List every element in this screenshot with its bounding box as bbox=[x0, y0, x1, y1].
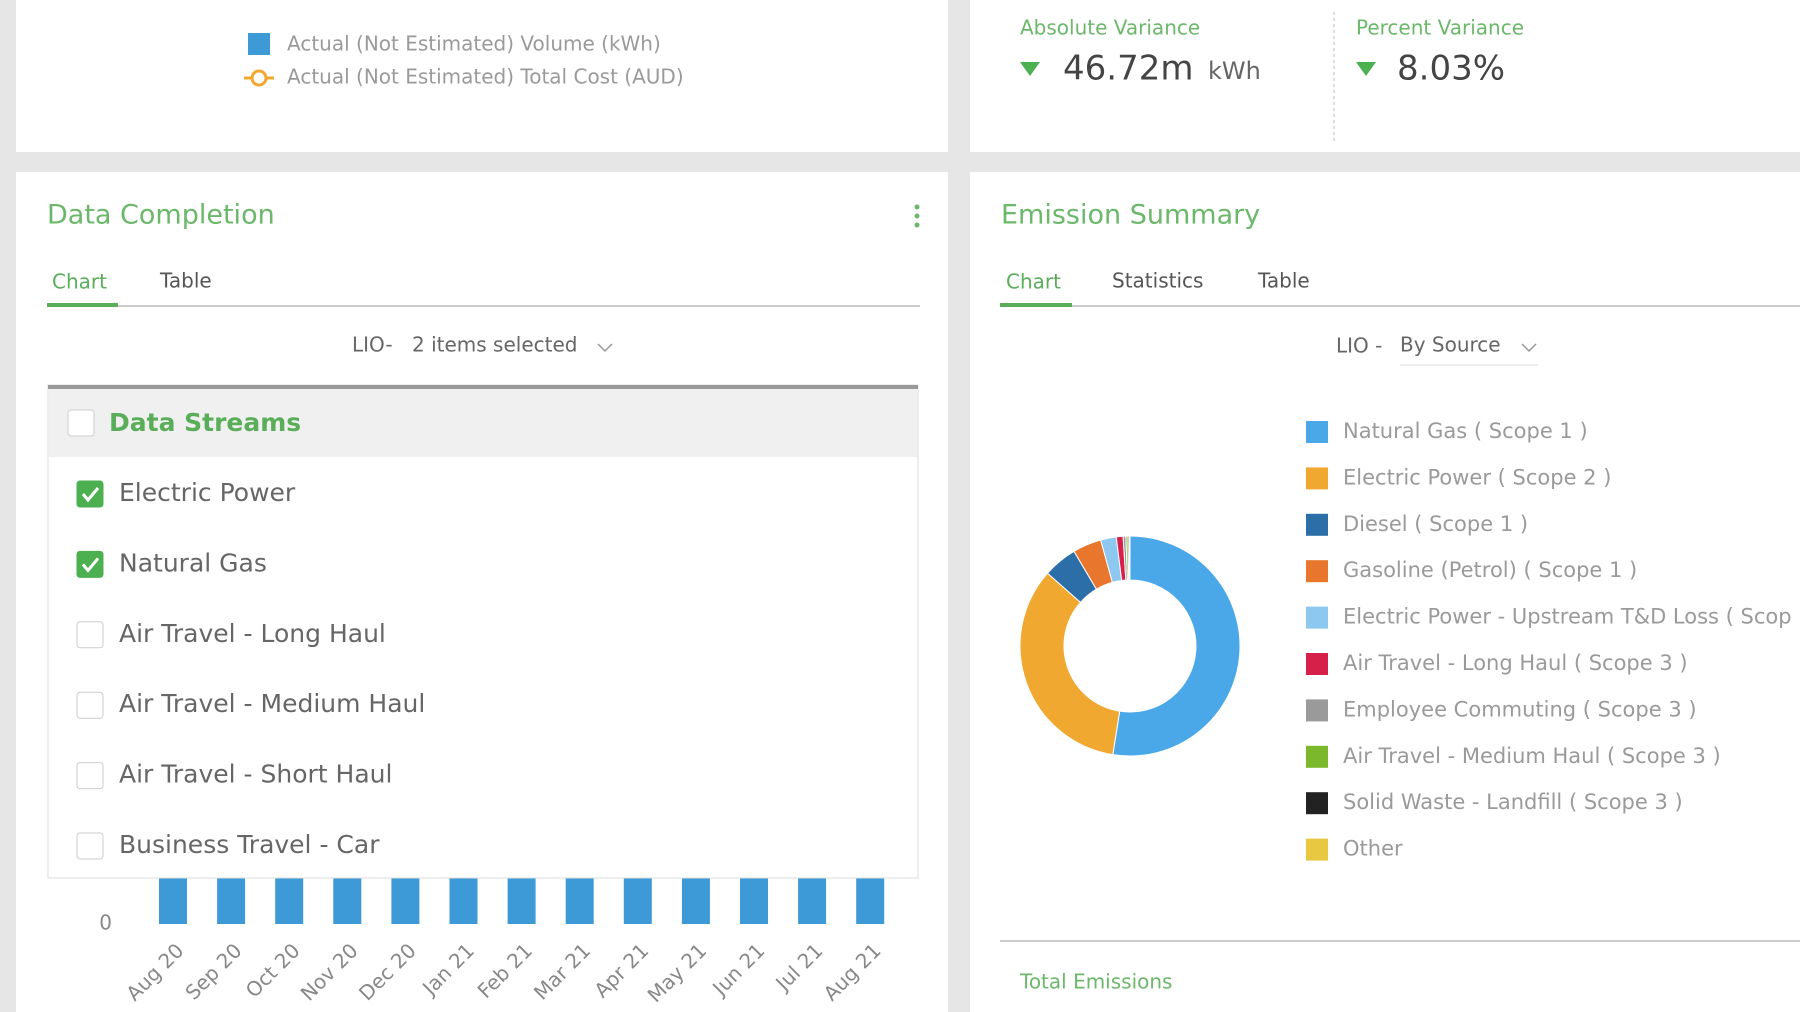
checkbox[interactable] bbox=[67, 409, 95, 437]
dropdown-item[interactable]: Natural Gas bbox=[119, 548, 267, 577]
dropdown-header bbox=[49, 389, 917, 457]
filter-label: LIO- bbox=[352, 333, 393, 357]
donut-slice bbox=[1112, 535, 1241, 757]
dropdown-top bbox=[48, 385, 918, 389]
dropdown-item[interactable]: Electric Power bbox=[119, 478, 296, 507]
checkbox[interactable] bbox=[76, 550, 104, 578]
total-label: Total Emissions bbox=[1019, 970, 1172, 994]
tab[interactable]: Chart bbox=[1006, 270, 1061, 294]
down-arrow bbox=[1356, 62, 1376, 76]
legend-label: Employee Commuting ( Scope 3 ) bbox=[1343, 697, 1697, 721]
y-tick-label: 0 bbox=[99, 911, 112, 935]
dropdown-header-label: Data Streams bbox=[109, 408, 301, 437]
legend-label: Other bbox=[1343, 837, 1403, 861]
variance-label: Absolute Variance bbox=[1020, 16, 1200, 40]
down-arrow bbox=[1020, 62, 1040, 76]
legend-label: Actual (Not Estimated) Total Cost (AUD) bbox=[287, 65, 684, 89]
legend-swatch bbox=[1306, 421, 1328, 443]
legend-label: Solid Waste - Landfill ( Scope 3 ) bbox=[1343, 790, 1683, 814]
legend-label: Electric Power - Upstream T&D Loss ( Sco… bbox=[1343, 605, 1792, 629]
chevron bbox=[1521, 343, 1537, 353]
donut-slice bbox=[1019, 572, 1121, 756]
checkbox[interactable] bbox=[76, 621, 104, 649]
card-title: Emission Summary bbox=[1001, 200, 1260, 231]
dropdown: Data Streams Electric Power Natural Gas Ai… bbox=[47, 384, 919, 879]
card-title: Data Completion bbox=[47, 200, 275, 231]
variance-unit: kWh bbox=[1208, 57, 1261, 85]
donut-chart: Natural Gas ( Scope 1 ) Electric Power ( … bbox=[1019, 419, 1792, 861]
card bbox=[16, 0, 948, 152]
legend-swatch bbox=[1306, 653, 1328, 675]
legend-label: Air Travel - Medium Haul ( Scope 3 ) bbox=[1343, 744, 1721, 768]
legend-label: Gasoline (Petrol) ( Scope 1 ) bbox=[1343, 558, 1637, 582]
checkbox[interactable] bbox=[76, 691, 104, 719]
tab[interactable]: Table bbox=[1257, 269, 1310, 293]
legend-swatch bbox=[1306, 838, 1328, 861]
checkmark bbox=[81, 487, 100, 503]
checkmark bbox=[81, 557, 100, 573]
filter-value[interactable]: By Source bbox=[1400, 333, 1501, 357]
tab[interactable]: Table bbox=[159, 269, 212, 293]
legend-marker bbox=[250, 69, 268, 87]
legend-swatch bbox=[1306, 606, 1328, 629]
chevron bbox=[597, 343, 613, 353]
donut-slice bbox=[1128, 535, 1131, 581]
legend-swatch bbox=[1306, 745, 1328, 768]
card bbox=[970, 172, 1800, 1012]
legend-label: Diesel ( Scope 1 ) bbox=[1343, 512, 1528, 536]
variance-label: Percent Variance bbox=[1356, 16, 1524, 40]
legend-swatch bbox=[1306, 513, 1328, 536]
legend-swatch bbox=[1306, 467, 1328, 490]
legend-swatch bbox=[1306, 699, 1328, 722]
legend-label: Electric Power ( Scope 2 ) bbox=[1343, 465, 1611, 489]
dropdown-item[interactable]: Air Travel - Medium Haul bbox=[119, 689, 425, 718]
dropdown-item[interactable]: Business Travel - Car bbox=[119, 830, 380, 859]
filter-value[interactable]: 2 items selected bbox=[412, 333, 577, 357]
checkbox[interactable] bbox=[76, 762, 104, 790]
tab[interactable]: Statistics bbox=[1112, 269, 1203, 293]
legend-swatch bbox=[248, 33, 270, 55]
filter-label: LIO - bbox=[1336, 334, 1382, 358]
legend-label: Air Travel - Long Haul ( Scope 3 ) bbox=[1343, 651, 1688, 675]
variance-value: 46.72m bbox=[1063, 49, 1193, 89]
checkbox[interactable] bbox=[76, 480, 104, 508]
dropdown-panel bbox=[47, 384, 919, 879]
card bbox=[970, 0, 1800, 152]
tab[interactable]: Chart bbox=[52, 270, 107, 294]
legend-swatch bbox=[1306, 792, 1328, 815]
dropdown-item[interactable]: Air Travel - Long Haul bbox=[119, 619, 386, 648]
menu[interactable] bbox=[914, 204, 920, 228]
dropdown-item[interactable]: Air Travel - Short Haul bbox=[119, 760, 392, 789]
legend-label: Actual (Not Estimated) Volume (kWh) bbox=[287, 32, 661, 56]
checkbox[interactable] bbox=[76, 832, 104, 860]
legend-swatch bbox=[1306, 560, 1328, 583]
legend-label: Natural Gas ( Scope 1 ) bbox=[1343, 419, 1588, 443]
variance-value: 8.03% bbox=[1397, 49, 1505, 89]
